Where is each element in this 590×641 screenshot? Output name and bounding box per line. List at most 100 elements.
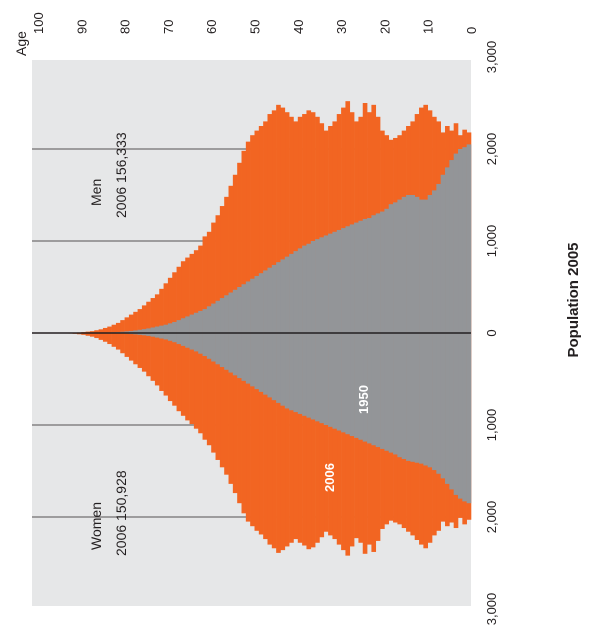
bar-1950-men <box>341 228 346 333</box>
bar-2006-men <box>120 320 125 333</box>
bar-2006-men <box>128 314 134 333</box>
bar-1950-women <box>176 333 182 345</box>
population-tick-label: 3,000 <box>484 41 499 74</box>
bar-1950-men <box>419 199 424 333</box>
bar-1950-men <box>362 218 368 333</box>
bar-2006-women <box>137 333 143 368</box>
bar-1950-men <box>436 183 441 333</box>
bar-1950-men <box>245 281 251 333</box>
bar-1950-women <box>254 333 260 390</box>
bar-1950-men <box>271 264 277 333</box>
bar-2006-men <box>349 112 355 333</box>
bar-2006-men <box>250 135 255 333</box>
bar-2006-women <box>133 333 138 365</box>
bar-2006-men <box>180 261 186 333</box>
bar-1950-women <box>198 333 203 354</box>
bar-2006-women <box>115 333 121 350</box>
bar-2006-women <box>85 333 91 336</box>
bar-1950-women <box>185 333 190 348</box>
bar-1950-men <box>289 253 294 333</box>
bar-1950-women <box>393 333 398 455</box>
bar-2006-women <box>271 333 277 549</box>
bar-2006-women <box>276 333 281 553</box>
bar-1950-men <box>462 147 467 333</box>
bar-2006-men <box>211 222 216 333</box>
bar-2006-women <box>328 333 333 536</box>
bar-1950-men <box>159 325 164 333</box>
bar-2006-men <box>185 257 190 333</box>
bar-1950-women <box>241 333 247 381</box>
bar-1950-women <box>167 333 173 341</box>
bar-1950-women <box>267 333 273 398</box>
bar-2006-women <box>94 333 99 339</box>
bar-2006-men <box>254 130 260 333</box>
bar-1950-women <box>163 333 169 340</box>
chart-title: Population 2005 <box>565 242 582 357</box>
bar-1950-women <box>349 333 355 437</box>
bar-2006-men <box>341 107 346 333</box>
bar-2006-women <box>180 333 186 416</box>
bar-1950-women <box>410 333 416 462</box>
bar-2006-women <box>315 333 320 543</box>
bar-1950-women <box>202 333 208 356</box>
bar-1950-men <box>185 316 190 333</box>
bar-1950-men <box>323 235 329 333</box>
bar-2006-men <box>306 110 312 333</box>
bar-1950-men <box>302 245 307 333</box>
bar-2006-women <box>124 333 130 357</box>
bar-2006-men <box>172 272 177 333</box>
bar-1950-men <box>124 331 130 333</box>
bar-1950-men <box>176 320 182 333</box>
age-tick-label: 60 <box>204 20 219 34</box>
bar-1950-men <box>137 329 143 333</box>
bar-1950-women <box>189 333 195 350</box>
age-tick-label: 40 <box>291 20 306 34</box>
bar-1950-women <box>215 333 221 365</box>
bar-2006-women <box>81 333 86 335</box>
bar-1950-men <box>427 195 433 333</box>
age-tick-label: 100 <box>31 12 46 34</box>
bar-1950-men <box>219 298 225 333</box>
bar-1950-men <box>397 199 403 333</box>
bar-2006-men <box>237 162 242 333</box>
bar-1950-men <box>358 220 364 333</box>
bar-2006-men <box>150 298 156 333</box>
age-tick-label: 80 <box>118 20 133 34</box>
bar-2006-men <box>133 311 138 333</box>
bar-2006-men <box>332 121 338 334</box>
data-bars <box>50 101 472 556</box>
bar-2006-women <box>219 333 225 468</box>
bar-2006-women <box>150 333 156 381</box>
bar-2006-men <box>315 116 320 333</box>
bar-2006-men <box>310 112 316 333</box>
bar-1950-women <box>440 333 446 479</box>
bar-1950-men <box>276 262 281 333</box>
bar-1950-women <box>193 333 199 352</box>
bar-1950-women <box>423 333 428 466</box>
bar-2006-men <box>202 236 208 333</box>
bar-1950-women <box>276 333 281 403</box>
bar-2006-men <box>146 301 151 333</box>
bar-2006-men <box>267 114 273 333</box>
bar-2006-men <box>189 253 195 333</box>
bar-1950-women <box>345 333 351 435</box>
bar-1950-men <box>141 329 147 333</box>
bar-2006-women <box>323 333 329 532</box>
bar-2006-men <box>224 196 229 333</box>
bar-1950-men <box>163 324 169 333</box>
bar-2006-men <box>115 322 121 333</box>
bar-2006-women <box>224 333 229 475</box>
bar-1950-women <box>436 333 441 474</box>
bar-1950-women <box>293 333 299 413</box>
bar-2006-women <box>232 333 238 494</box>
bar-1950-men <box>206 306 212 333</box>
bar-2006-women <box>258 333 264 535</box>
bar-1950-men <box>332 231 338 333</box>
label-2006: 2006 <box>322 463 337 492</box>
bar-2006-women <box>141 333 147 372</box>
bar-2006-men <box>219 206 225 333</box>
bar-2006-men <box>280 107 286 333</box>
bar-2006-women <box>263 333 268 540</box>
bar-2006-women <box>128 333 134 361</box>
bar-1950-women <box>271 333 277 401</box>
